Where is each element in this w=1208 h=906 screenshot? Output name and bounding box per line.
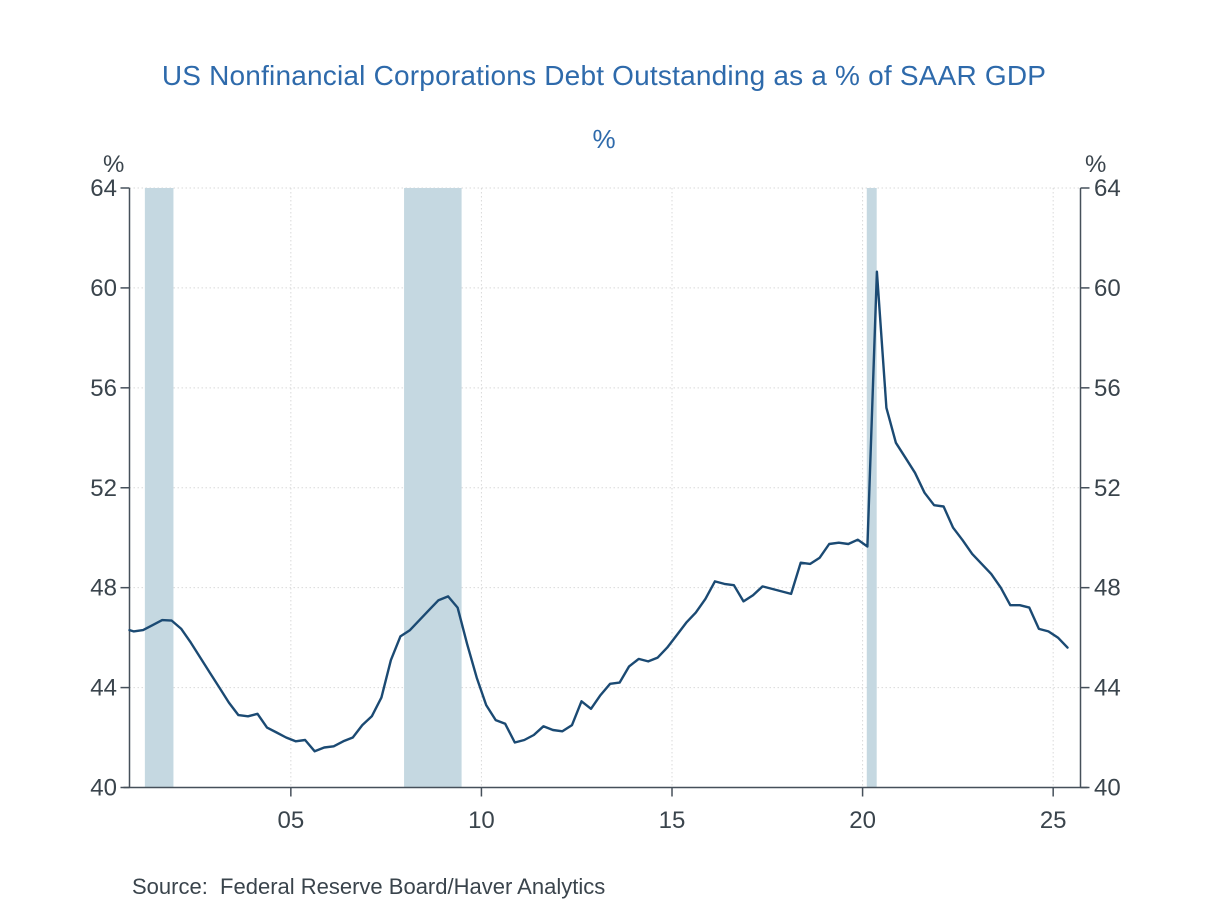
- y-axis-unit-left: %: [103, 151, 124, 178]
- x-tick-label: 20: [849, 807, 876, 834]
- source-note: Source: Federal Reserve Board/Haver Anal…: [132, 874, 606, 899]
- y-tick-label-left: 64: [90, 175, 117, 202]
- y-tick-label-left: 60: [90, 275, 117, 302]
- y-tick-label-right: 44: [1094, 675, 1121, 702]
- debt-series-line: [128, 270, 1069, 753]
- recession-band: [866, 188, 877, 788]
- chart-subtitle-unit: %: [592, 124, 616, 154]
- y-tick-label-left: 40: [90, 775, 117, 802]
- x-tick-label: 15: [659, 807, 686, 834]
- x-tick-label: 25: [1040, 807, 1067, 834]
- y-axis-unit-right: %: [1085, 151, 1106, 178]
- recession-band: [404, 188, 462, 788]
- x-tick-label: 05: [277, 807, 304, 834]
- y-tick-label-left: 52: [90, 475, 117, 502]
- y-tick-label-left: 48: [90, 575, 117, 602]
- y-tick-label-right: 40: [1094, 775, 1121, 802]
- y-tick-label-right: 64: [1094, 175, 1121, 202]
- x-tick-label: 10: [468, 807, 495, 834]
- recession-band: [144, 188, 174, 788]
- y-tick-label-right: 60: [1094, 275, 1121, 302]
- y-tick-label-left: 44: [90, 675, 117, 702]
- y-tick-label-right: 56: [1094, 375, 1121, 402]
- y-tick-label-right: 48: [1094, 575, 1121, 602]
- y-tick-label-right: 52: [1094, 475, 1121, 502]
- chart-title: US Nonfinancial Corporations Debt Outsta…: [161, 60, 1047, 91]
- y-tick-label-left: 56: [90, 375, 117, 402]
